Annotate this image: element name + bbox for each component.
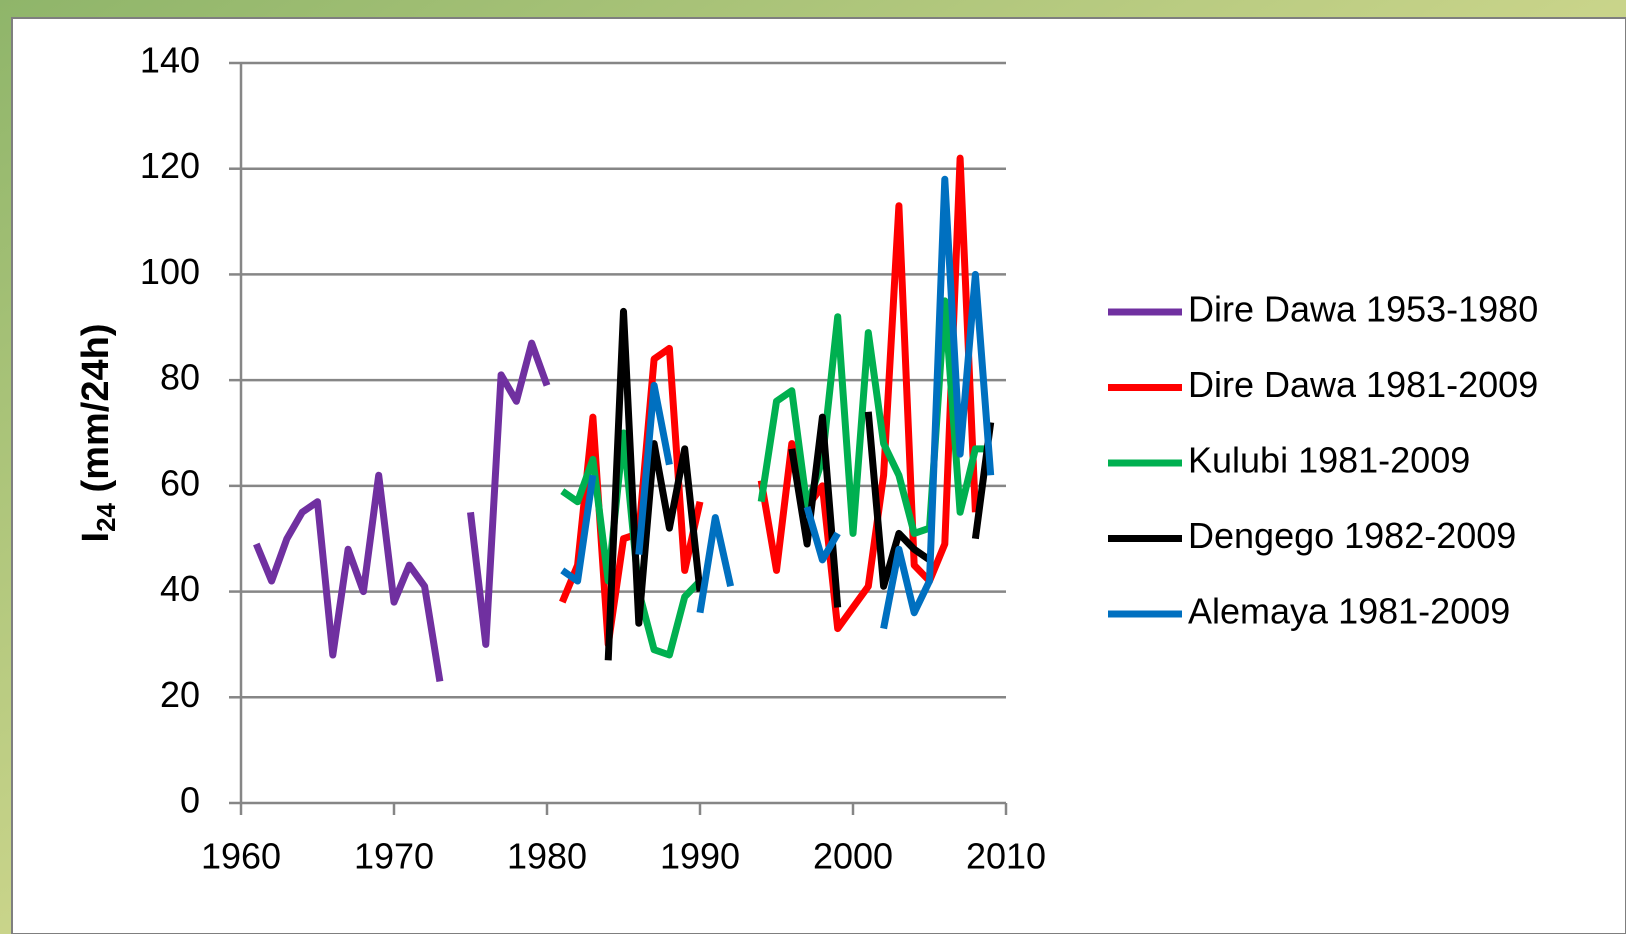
y-tick-label: 100 <box>140 251 200 292</box>
y-label-main: I <box>75 532 117 543</box>
y-tick-label: 140 <box>140 40 200 81</box>
y-tick-label: 60 <box>160 462 200 503</box>
x-tick-label: 1970 <box>354 836 434 877</box>
x-tick-label: 2000 <box>813 836 893 877</box>
chart: I24 (mm/24h) 0 20 40 60 80 100 120 140 1960 1970 1… <box>0 0 1626 934</box>
legend-label: Alemaya 1981-2009 <box>1188 591 1510 632</box>
x-tick-label: 1990 <box>660 836 740 877</box>
y-label-unit: (mm/24h) <box>75 324 117 503</box>
y-tick-label: 40 <box>160 568 200 609</box>
x-tick-label: 1980 <box>507 836 587 877</box>
legend-label: Dengego 1982-2009 <box>1188 515 1516 556</box>
x-tick-label: 2010 <box>966 836 1046 877</box>
y-label-sub: 24 <box>91 502 121 531</box>
x-tick-label: 1960 <box>201 836 281 877</box>
legend-label: Kulubi 1981-2009 <box>1188 440 1470 481</box>
y-tick-label: 20 <box>160 674 200 715</box>
y-tick-label: 120 <box>140 145 200 186</box>
legend-label: Dire Dawa 1953-1980 <box>1188 289 1538 330</box>
y-tick-label: 0 <box>180 780 200 821</box>
page: {"chart_data": {"type": "line", "y_label… <box>0 0 1626 934</box>
legend-label: Dire Dawa 1981-2009 <box>1188 364 1538 405</box>
y-tick-label: 80 <box>160 357 200 398</box>
